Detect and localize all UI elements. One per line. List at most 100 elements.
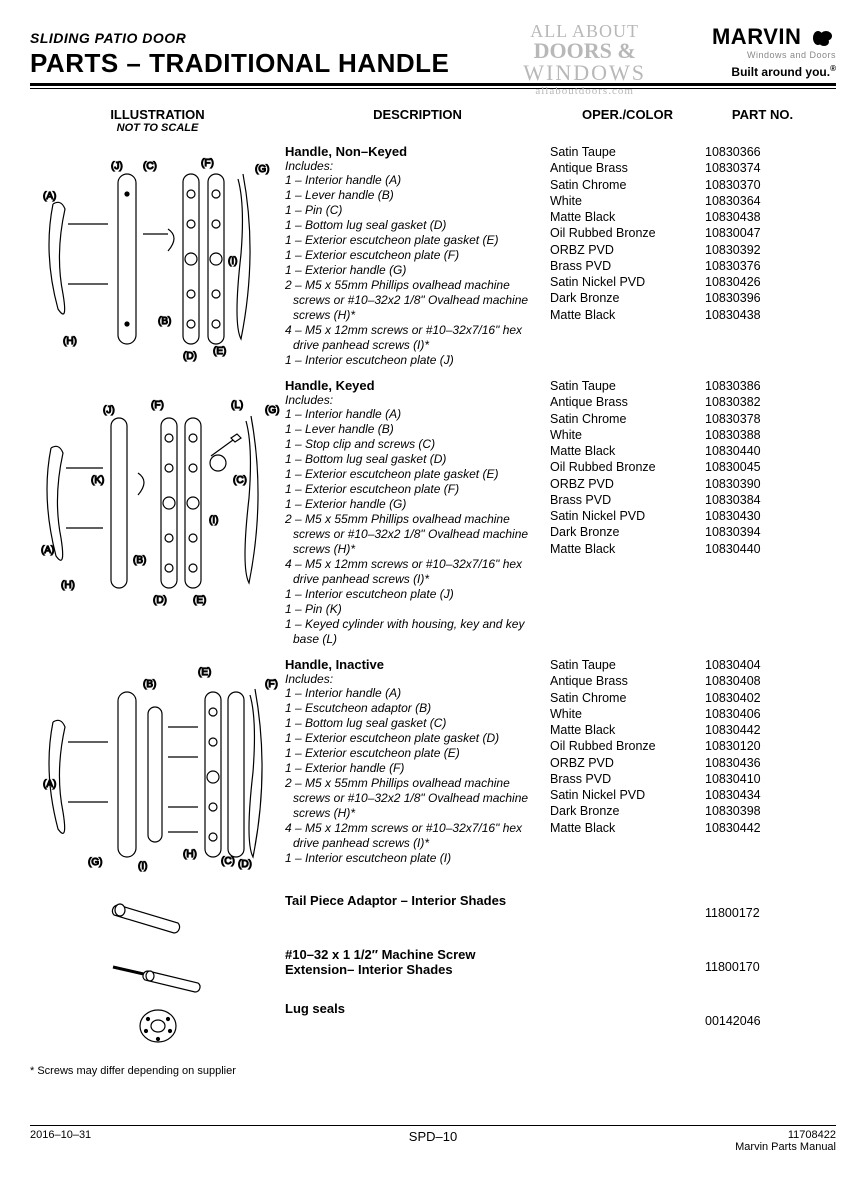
svg-text:(E): (E) xyxy=(198,667,211,678)
svg-text:(F): (F) xyxy=(201,158,214,169)
color-option: Dark Bronze xyxy=(550,290,705,306)
col-part: PART NO. xyxy=(705,107,820,134)
col-illus-sub: NOT TO SCALE xyxy=(30,122,285,134)
oper-keyed: Satin TaupeAntique BrassSatin ChromeWhit… xyxy=(550,378,705,647)
svg-text:(G): (G) xyxy=(265,405,279,416)
row-lugseals: Lug seals 00142046 xyxy=(30,1001,836,1051)
color-option: Oil Rubbed Bronze xyxy=(550,459,705,475)
color-option: Satin Taupe xyxy=(550,378,705,394)
row-screwext: #10–32 x 1 1/2″ Machine Screw Extension–… xyxy=(30,947,836,997)
list-item: 1 – Interior handle (A) xyxy=(285,407,540,422)
color-option: Matte Black xyxy=(550,722,705,738)
footer-docname: Marvin Parts Manual xyxy=(735,1141,836,1153)
list-item: 1 – Interior escutcheon plate (J) xyxy=(285,587,540,602)
list-item: 1 – Interior handle (A) xyxy=(285,686,540,701)
list-item: 1 – Interior escutcheon plate (I) xyxy=(285,851,540,866)
svg-text:(C): (C) xyxy=(221,856,235,867)
col-illustration: ILLUSTRATION NOT TO SCALE xyxy=(30,107,285,134)
color-option: Satin Taupe xyxy=(550,144,705,160)
part-number: 10830442 xyxy=(705,722,820,738)
footer-page: SPD–10 xyxy=(409,1129,457,1144)
desc-keyed: Handle, Keyed Includes: 1 – Interior han… xyxy=(285,378,550,647)
svg-text:(F): (F) xyxy=(265,679,278,690)
svg-text:(I): (I) xyxy=(228,256,237,267)
part-number: 10830442 xyxy=(705,820,820,836)
part-number: 10830402 xyxy=(705,690,820,706)
svg-text:(C): (C) xyxy=(143,161,157,172)
svg-text:(I): (I) xyxy=(209,515,218,526)
column-headers: ILLUSTRATION NOT TO SCALE DESCRIPTION OP… xyxy=(30,107,836,134)
svg-text:(D): (D) xyxy=(238,859,252,870)
list-item: 4 – M5 x 12mm screws or #10–32x7/16" hex… xyxy=(285,821,540,851)
list-item: 2 – M5 x 55mm Phillips ovalhead machine … xyxy=(285,776,540,821)
svg-text:(H): (H) xyxy=(61,580,75,591)
color-option: Brass PVD xyxy=(550,258,705,274)
color-option: Satin Nickel PVD xyxy=(550,274,705,290)
svg-text:(J): (J) xyxy=(103,405,115,416)
brand-name: MARVIN xyxy=(712,24,836,50)
part-nonkeyed: 1083036610830374108303701083036410830438… xyxy=(705,144,820,368)
row-tailpiece: Tail Piece Adaptor – Interior Shades 118… xyxy=(30,893,836,943)
list-item: 1 – Exterior handle (G) xyxy=(285,497,540,512)
svg-text:(A): (A) xyxy=(41,545,54,556)
watermark-line2: DOORS & xyxy=(523,40,646,62)
color-option: White xyxy=(550,193,705,209)
svg-text:(H): (H) xyxy=(183,849,197,860)
svg-text:(H): (H) xyxy=(63,336,77,347)
col-description: DESCRIPTION xyxy=(285,107,550,134)
color-option: Antique Brass xyxy=(550,160,705,176)
part-number: 10830388 xyxy=(705,427,820,443)
svg-text:(A): (A) xyxy=(43,191,56,202)
part-number: 10830382 xyxy=(705,394,820,410)
list-item: 1 – Lever handle (B) xyxy=(285,422,540,437)
illus-lugseals xyxy=(30,1001,285,1051)
svg-text:(B): (B) xyxy=(143,679,156,690)
part-number: 10830408 xyxy=(705,673,820,689)
list-item: 1 – Interior escutcheon plate (J) xyxy=(285,353,540,368)
brand-flower-icon xyxy=(808,28,836,48)
color-option: Satin Nickel PVD xyxy=(550,787,705,803)
part-number: 10830378 xyxy=(705,411,820,427)
brand-sub: Windows and Doors xyxy=(712,50,836,60)
color-option: Antique Brass xyxy=(550,394,705,410)
screwext-part: 11800170 xyxy=(705,947,820,997)
part-number: 10830390 xyxy=(705,476,820,492)
watermark: ALL ABOUT DOORS & WINDOWS allaboutdoors.… xyxy=(523,22,646,97)
watermark-line3: WINDOWS xyxy=(523,62,646,84)
footer-date: 2016–10–31 xyxy=(30,1129,91,1153)
color-option: Dark Bronze xyxy=(550,524,705,540)
inactive-includes: Includes: xyxy=(285,672,540,686)
part-number: 10830430 xyxy=(705,508,820,524)
part-number: 10830410 xyxy=(705,771,820,787)
color-option: Oil Rubbed Bronze xyxy=(550,738,705,754)
part-number: 10830394 xyxy=(705,524,820,540)
illus-tailpiece xyxy=(30,893,285,943)
watermark-line4: allaboutdoors.com xyxy=(523,86,646,97)
illus-screwext xyxy=(30,947,285,997)
svg-text:(F): (F) xyxy=(151,400,164,411)
list-item: 1 – Exterior escutcheon plate gasket (E) xyxy=(285,233,540,248)
inactive-title: Handle, Inactive xyxy=(285,657,540,672)
part-number: 10830434 xyxy=(705,787,820,803)
nonkeyed-includes: Includes: xyxy=(285,159,540,173)
list-item: 1 – Keyed cylinder with housing, key and… xyxy=(285,617,540,647)
list-item: 1 – Pin (C) xyxy=(285,203,540,218)
svg-text:(B): (B) xyxy=(158,316,171,327)
svg-text:(D): (D) xyxy=(153,595,167,606)
screwext-oper xyxy=(550,947,705,997)
color-option: Dark Bronze xyxy=(550,803,705,819)
color-option: ORBZ PVD xyxy=(550,242,705,258)
part-number: 10830120 xyxy=(705,738,820,754)
list-item: 1 – Exterior escutcheon plate gasket (E) xyxy=(285,467,540,482)
nonkeyed-title: Handle, Non–Keyed xyxy=(285,144,540,159)
svg-text:(A): (A) xyxy=(43,779,56,790)
color-option: Satin Taupe xyxy=(550,657,705,673)
section-keyed: (A) (H) (J) (K) (B) (D) (F) (E) (L) (C) xyxy=(30,378,836,647)
section-inactive: (A) (G) (I) (B) (H) (E) (C) (D) (F) Hand… xyxy=(30,657,836,877)
color-option: Satin Chrome xyxy=(550,177,705,193)
part-number: 10830426 xyxy=(705,274,820,290)
part-number: 10830436 xyxy=(705,755,820,771)
list-item: 1 – Bottom lug seal gasket (C) xyxy=(285,716,540,731)
illus-keyed: (A) (H) (J) (K) (B) (D) (F) (E) (L) (C) xyxy=(30,378,285,647)
part-number: 10830396 xyxy=(705,290,820,306)
